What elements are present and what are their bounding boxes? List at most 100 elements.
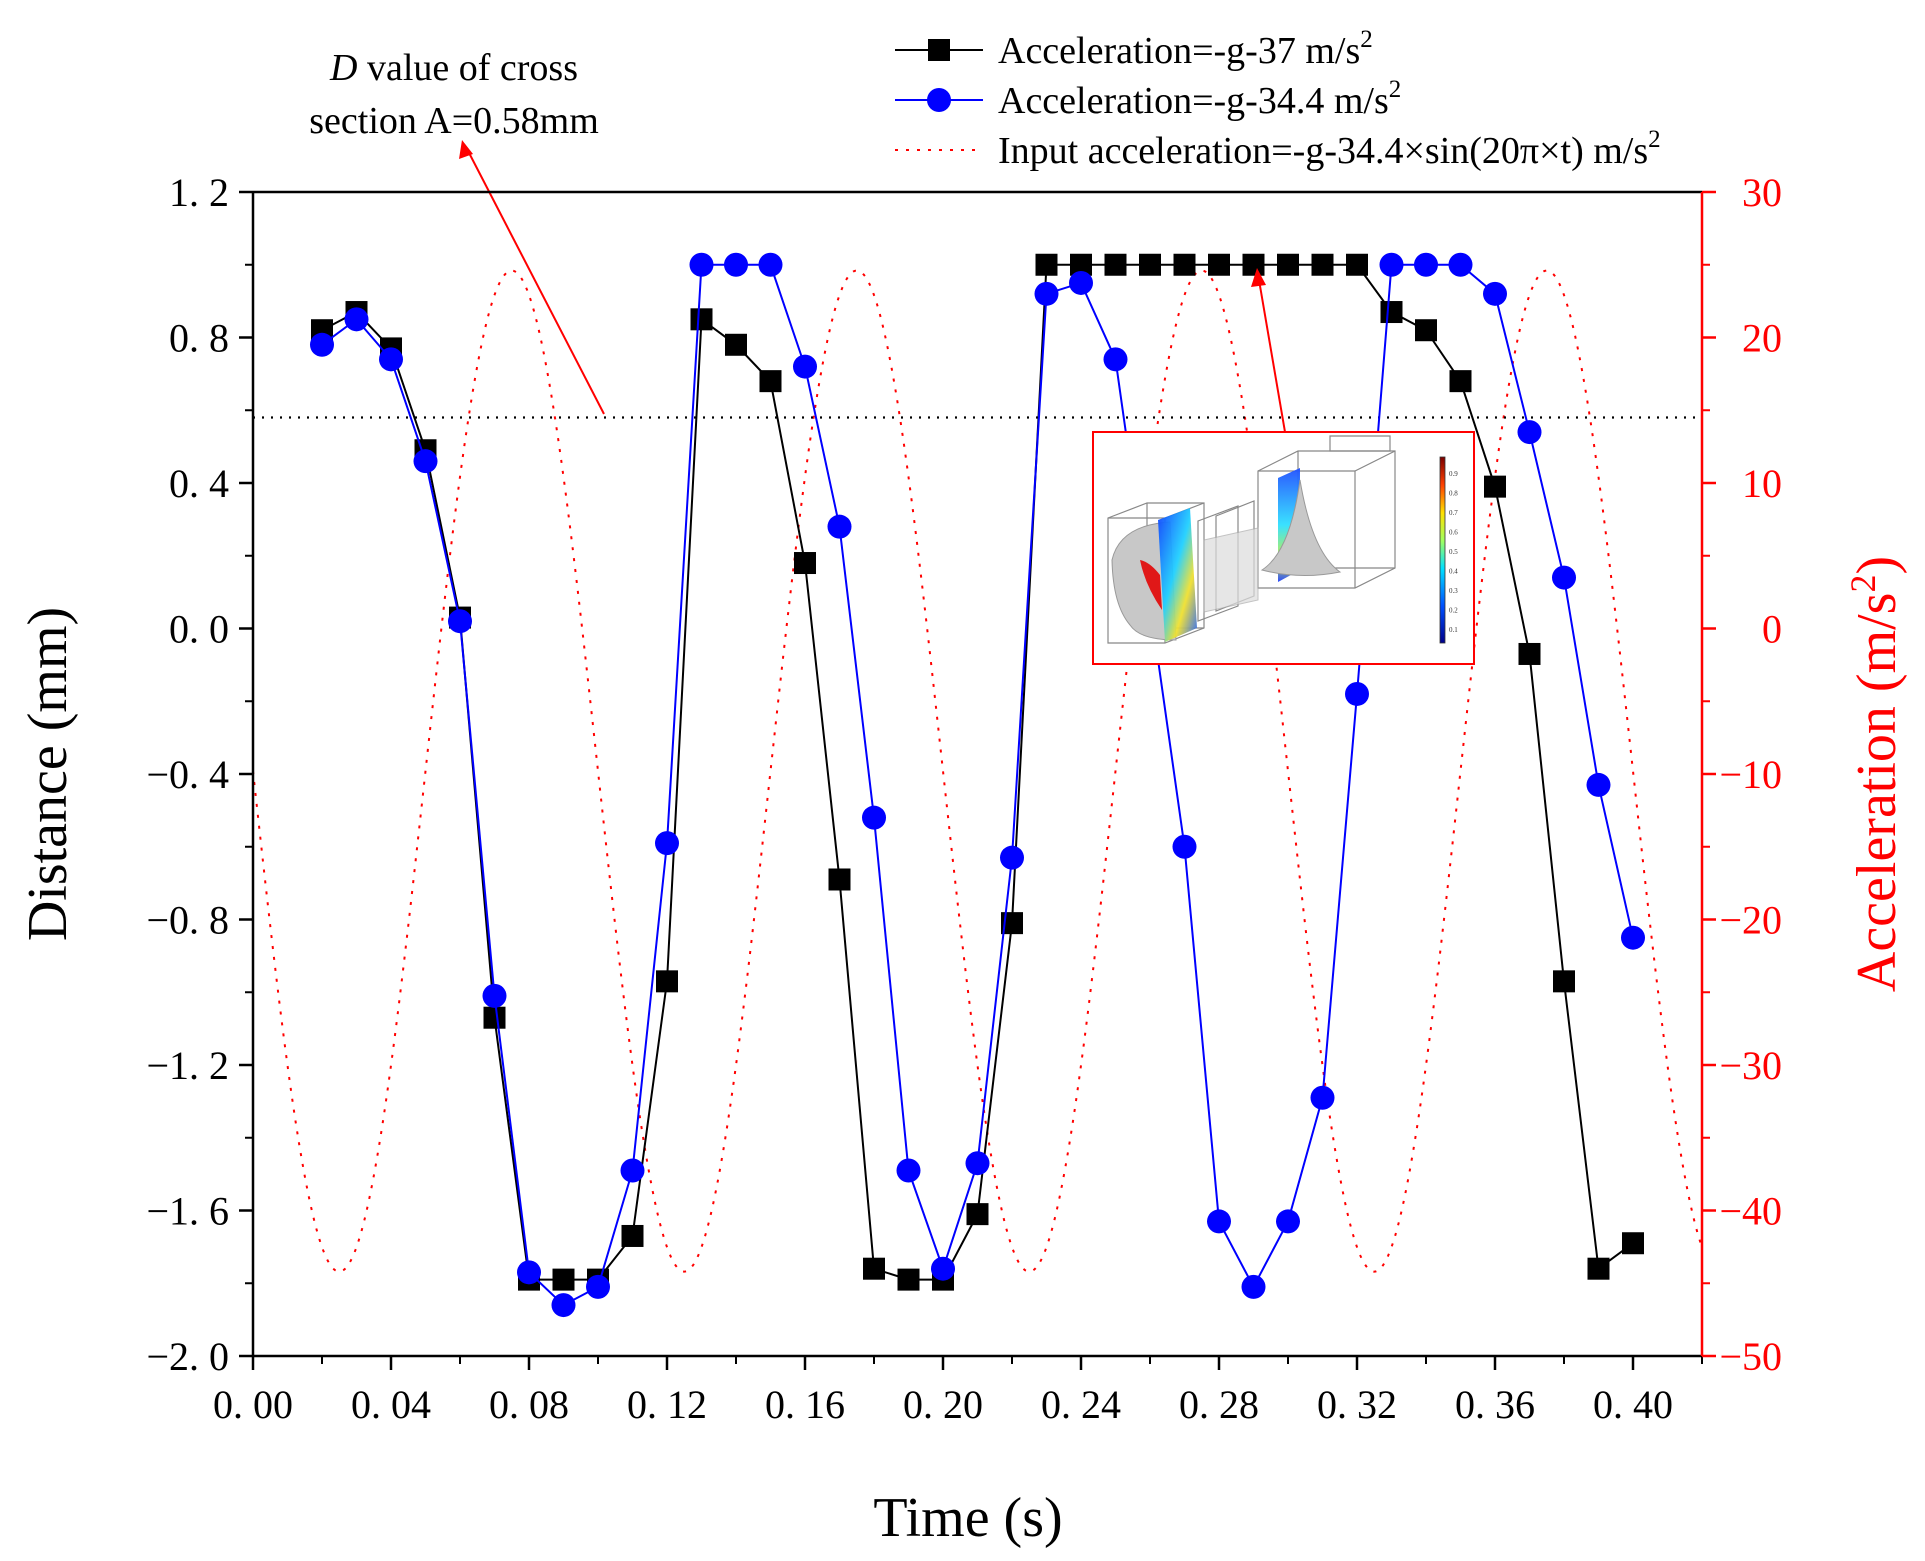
x-tick-label: 0. 04 [351, 1382, 431, 1427]
series-2-point [482, 983, 507, 1008]
series-1-point [552, 1268, 575, 1291]
y-tick-label: 0. 8 [169, 316, 229, 361]
series-2-point [551, 1293, 576, 1318]
series-2-point [1276, 1209, 1300, 1234]
y2-tick-label: −20 [1719, 898, 1782, 943]
x-tick-label: 0. 36 [1455, 1382, 1535, 1427]
series-1-point [1311, 253, 1334, 276]
y2-tick-label: 0 [1762, 607, 1782, 652]
y2-axis-title-close: ) [1846, 556, 1908, 575]
colorbar-tick-label: 0.1 [1449, 626, 1458, 634]
series-1-point [1001, 912, 1023, 935]
series-1-point [966, 1203, 989, 1226]
series-2-point [1000, 845, 1024, 870]
x-tick-label: 0. 16 [765, 1382, 845, 1427]
series-line-input-acceleration [252, 269, 1703, 1273]
x-tick-label: 0. 24 [1041, 1382, 1121, 1427]
y2-tick-label: 30 [1742, 170, 1782, 215]
series-1-point [1173, 253, 1196, 276]
series-2-point [1207, 1209, 1231, 1234]
series-2-point [379, 347, 403, 372]
y2-tick-label: 20 [1742, 316, 1782, 361]
series-2-point [1552, 565, 1576, 590]
series-2-point [1345, 681, 1369, 706]
legend-label-series-1-sup: 2 [1360, 26, 1373, 53]
legend-label-series-1: Acceleration=-g-37 m/s2 [998, 26, 1373, 72]
series-1-point [1553, 970, 1575, 993]
legend-label-series-3: Input acceleration=-g-34.4×sin(20π×t) m/… [998, 126, 1661, 172]
d-value-label-line1: D value of cross [329, 47, 578, 89]
inset-red-patch [1140, 560, 1162, 610]
d-value-label-line2: section A=0.58mm [309, 100, 599, 142]
y2-tick-label: −50 [1719, 1334, 1782, 1379]
series-1-point [1518, 642, 1541, 665]
series-2-point [758, 252, 783, 277]
series-1-point [828, 868, 851, 891]
inset-colorbar [1439, 456, 1446, 644]
series-line-1 [321, 263, 1634, 1281]
series-1-point [1104, 253, 1127, 276]
y2-tick-label: −30 [1719, 1043, 1782, 1088]
y-tick-label: −0. 4 [146, 752, 229, 797]
inset-arrow [1258, 279, 1286, 433]
series-2-point [862, 805, 886, 830]
y-tick-label: 0. 0 [169, 607, 229, 652]
series-1-point [1380, 301, 1403, 324]
colorbar-tick-label: 0.9 [1449, 470, 1458, 478]
colorbar-tick-label: 0.7 [1449, 509, 1458, 517]
x-tick-label: 0. 08 [489, 1382, 569, 1427]
series-2-point [1483, 281, 1507, 306]
series-2-point [413, 449, 438, 474]
series-2-point [1586, 772, 1611, 797]
inset-surface-right [1260, 479, 1342, 577]
colorbar-tick-label: 0.2 [1449, 607, 1458, 615]
legend-marker-series-1 [928, 39, 950, 61]
series-1-point [1587, 1257, 1610, 1280]
series-2-point [931, 1256, 955, 1281]
series-2-point [965, 1151, 990, 1176]
series-2-point [1621, 925, 1645, 950]
series-2-point [1448, 252, 1473, 277]
legend-label-series-3-main: Input acceleration=-g-34.4×sin(20π×t) m/… [998, 130, 1648, 172]
y2-tick-label: −40 [1719, 1189, 1782, 1234]
series-1-point [621, 1224, 644, 1247]
y2-axis-title-sup: 2 [1843, 575, 1883, 593]
series-2-point [655, 831, 679, 856]
ticks-layer: 0. 00 0. 04 0. 08 0. 12 0. 16 0. 20 0. 24 0. 28… [146, 170, 1782, 1427]
series-1-point [1415, 319, 1437, 342]
series-2-point [1103, 347, 1128, 372]
series-1-point [690, 308, 713, 331]
y2-axis-title: Acceleration (m/s2) [1843, 556, 1908, 992]
inset-arrowhead [1251, 268, 1266, 287]
y-tick-label: −2. 0 [146, 1334, 229, 1379]
y-tick-label: −1. 2 [146, 1043, 229, 1088]
legend-label-series-1-main: Acceleration=-g-37 m/s [998, 30, 1360, 72]
series-1-point [897, 1268, 920, 1291]
y-tick-label: 0. 4 [169, 461, 229, 506]
series-1-point [1035, 253, 1058, 276]
series-1-point [1622, 1232, 1644, 1255]
series-1-point [1242, 253, 1265, 276]
simulation-inset: 0.9 0.8 0.7 0.6 0.5 0.4 0.3 0.2 0.1 [1092, 431, 1475, 665]
d-value-label-italic: D [329, 47, 357, 89]
d-value-label-rest: value of cross [357, 47, 578, 89]
series-2-point [1379, 252, 1404, 277]
series-2-point [344, 307, 369, 332]
series-1-point [1484, 475, 1506, 498]
legend: Acceleration=-g-37 m/s2 Acceleration=-g-… [895, 26, 1661, 172]
inset-colorbar-labels: 0.9 0.8 0.7 0.6 0.5 0.4 0.3 0.2 0.1 [1449, 470, 1458, 634]
legend-label-series-2: Acceleration=-g-34.4 m/s2 [998, 76, 1401, 122]
colorbar-tick-label: 0.5 [1449, 548, 1458, 556]
series-2-point [1034, 281, 1059, 306]
series-2-point [310, 332, 334, 357]
colorbar-tick-label: 0.8 [1449, 490, 1458, 498]
series-1-point [1449, 370, 1472, 393]
series-1-point [759, 370, 782, 393]
d-value-arrow [465, 146, 605, 415]
x-tick-label: 0. 40 [1593, 1382, 1673, 1427]
series-2-point [586, 1274, 610, 1299]
axes [251, 190, 1704, 1358]
y-axis-title: Distance (mm) [17, 607, 79, 941]
legend-label-series-2-main: Acceleration=-g-34.4 m/s [998, 80, 1389, 122]
